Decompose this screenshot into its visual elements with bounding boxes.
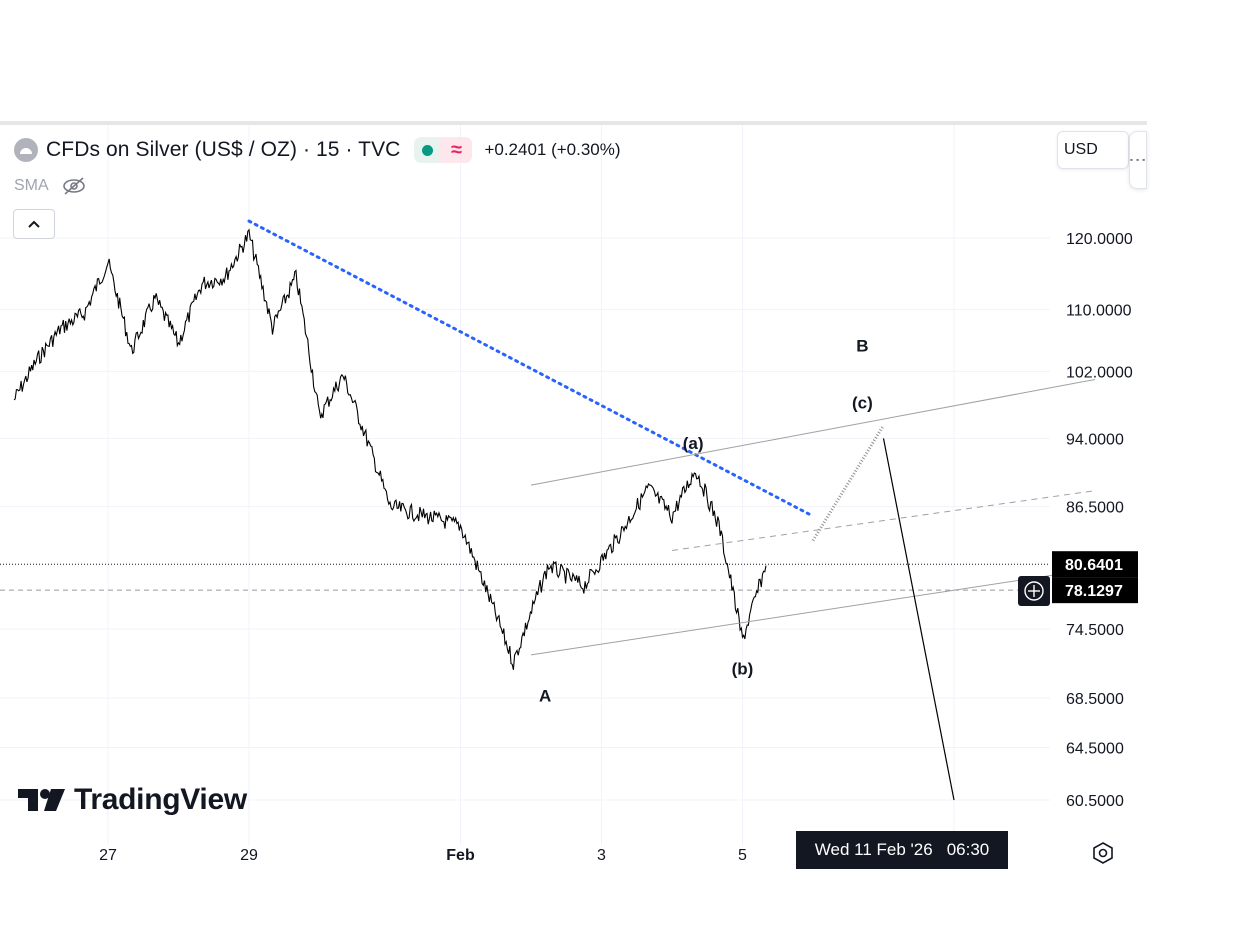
- price-axis-label-bg: [1052, 551, 1138, 578]
- price-axis-label: 78.1297: [1065, 583, 1123, 600]
- channel-lower: [530, 568, 1096, 656]
- y-tick-label: 64.5000: [1066, 740, 1124, 757]
- price-axis-label: 80.6401: [1065, 557, 1123, 574]
- add-alert-button[interactable]: [1018, 576, 1050, 606]
- settings-icon[interactable]: [1091, 841, 1115, 865]
- indicator-label[interactable]: SMA: [14, 177, 49, 194]
- eye-crossed-icon[interactable]: [61, 176, 87, 196]
- y-tick-label: 68.5000: [1066, 691, 1124, 708]
- price-chart[interactable]: 120.0000 110.0000 102.0000 94.0000 86.5000 74…: [0, 125, 1147, 871]
- add-plus-icon: [1024, 581, 1044, 601]
- x-tick-label: 27: [99, 847, 117, 864]
- y-tick-label: 94.0000: [1066, 431, 1124, 448]
- trend-line: [247, 219, 815, 518]
- crosshair-time: 06:30: [946, 840, 990, 859]
- wave-label: A: [539, 687, 551, 706]
- y-tick-label: 74.5000: [1066, 622, 1124, 639]
- wave-label: (a): [683, 434, 704, 453]
- y-tick-label: 102.0000: [1066, 364, 1133, 381]
- indicator-row: SMA: [14, 176, 87, 196]
- wave-label: (b): [732, 659, 754, 678]
- wave-label: (c): [852, 393, 873, 412]
- chart-header: CFDs on Silver (US$ / OZ) · 15 · TVC ≈ +…: [14, 136, 621, 164]
- projection: [811, 424, 885, 542]
- symbol-title[interactable]: CFDs on Silver (US$ / OZ) · 15 · TVC: [46, 138, 401, 161]
- price-axis-label-bg: [1052, 577, 1138, 604]
- crosshair-date: Wed 11 Feb '26: [814, 840, 933, 859]
- x-tick-label: 5: [738, 847, 747, 864]
- y-tick-label: 60.5000: [1066, 793, 1124, 810]
- wave-icon: ≈: [440, 137, 473, 163]
- collapse-button[interactable]: [13, 209, 55, 239]
- currency-selector[interactable]: USD: [1057, 131, 1129, 169]
- vertical-dots-icon: ⋮: [1128, 151, 1148, 169]
- price-change: +0.2401 (+0.30%): [484, 140, 621, 159]
- x-tick-label: Feb: [446, 847, 475, 864]
- tradingview-logo[interactable]: TradingView: [18, 783, 247, 817]
- x-tick-label: 29: [240, 847, 258, 864]
- chart-area[interactable]: 120.0000 110.0000 102.0000 94.0000 86.5000 74…: [0, 125, 1147, 871]
- channel-middle: [671, 490, 1096, 551]
- y-tick-label: 120.0000: [1066, 231, 1133, 248]
- market-status-pill[interactable]: ≈: [414, 137, 473, 163]
- wave-label: B: [856, 336, 868, 355]
- crosshair-date-label: Wed 11 Feb '26 06:30: [796, 831, 1008, 869]
- brand-name: TradingView: [74, 783, 247, 816]
- menu-button[interactable]: ⋮: [1128, 131, 1148, 189]
- projection-drop: [882, 438, 955, 801]
- silver-symbol-icon[interactable]: [14, 138, 38, 162]
- top-border: [0, 121, 1147, 125]
- market-status-dot-icon: [414, 137, 440, 163]
- tradingview-logo-icon: [18, 789, 65, 811]
- x-tick-label: 3: [597, 847, 606, 864]
- y-tick-label: 110.0000: [1066, 302, 1132, 319]
- y-tick-label: 86.5000: [1066, 500, 1124, 517]
- channel-upper: [530, 378, 1096, 486]
- price-series-line: [13, 228, 767, 670]
- chevron-up-icon: [28, 220, 40, 228]
